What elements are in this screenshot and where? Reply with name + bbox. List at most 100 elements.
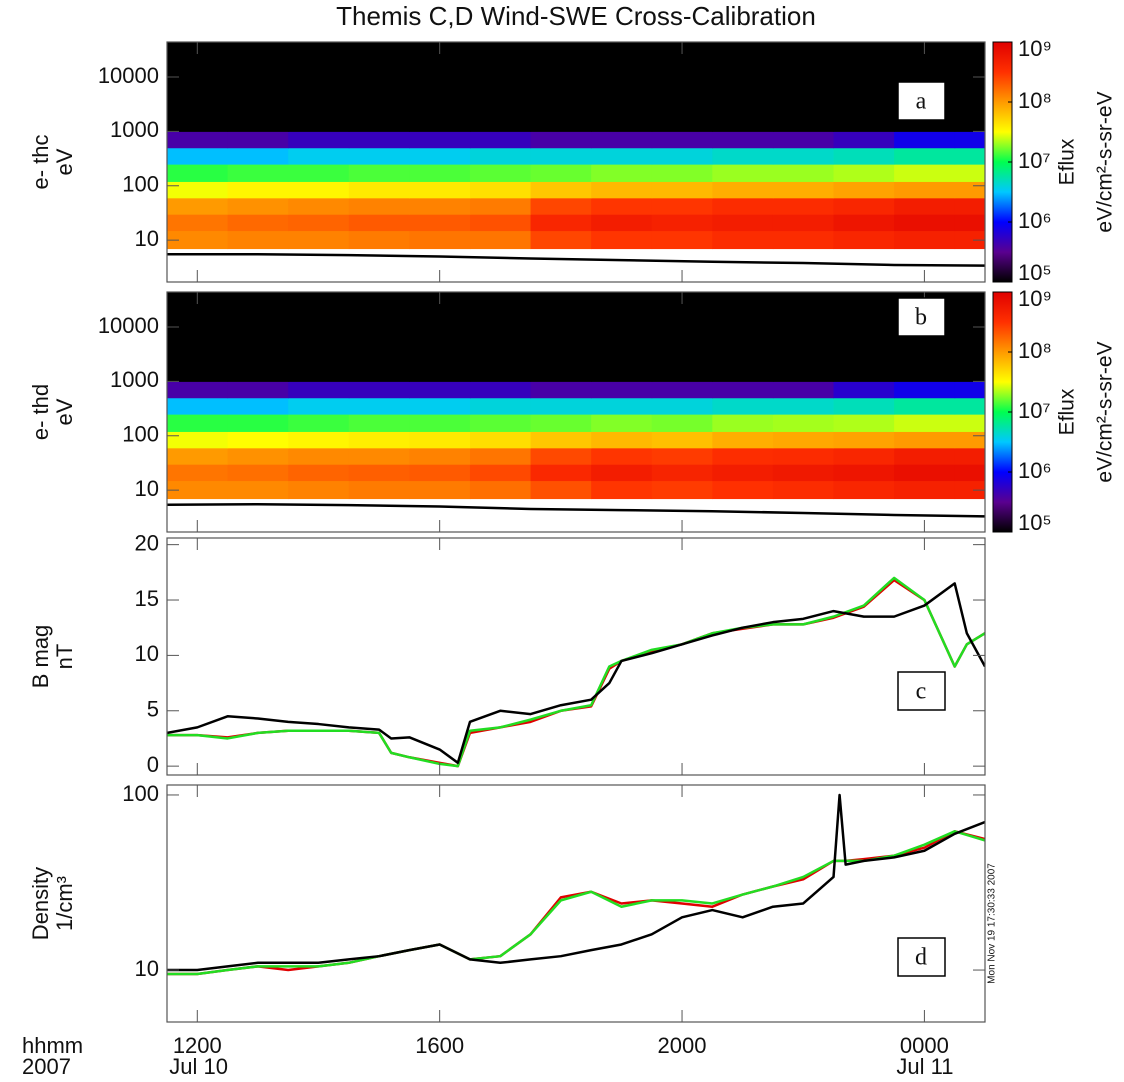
plot-frame xyxy=(166,291,986,533)
heatmap-cell xyxy=(469,464,532,482)
heatmap-cell xyxy=(651,431,713,449)
heatmap-cell xyxy=(591,414,653,432)
heatmap-cell xyxy=(954,197,985,215)
heatmap-cell xyxy=(409,397,471,415)
heatmap-cell xyxy=(227,431,289,449)
x-date-label: Jul 11 xyxy=(896,1054,953,1079)
heatmap-cell xyxy=(227,131,289,149)
heatmap-cell xyxy=(167,181,229,199)
y-axis-label: 1/cm³ xyxy=(52,876,77,931)
plot-frame xyxy=(166,784,986,1023)
heatmap-cell xyxy=(530,42,592,132)
heatmap-cell xyxy=(469,181,532,199)
colorbar-tick-label: 10⁵ xyxy=(1018,510,1052,535)
heatmap-cell xyxy=(167,131,229,149)
heatmap-cell xyxy=(772,414,835,432)
heatmap-cell xyxy=(288,381,350,399)
heatmap-cell xyxy=(591,197,653,215)
heatmap-cell xyxy=(227,480,289,500)
heatmap-cell xyxy=(591,480,653,500)
heatmap-cell xyxy=(651,292,713,382)
heatmap-cell xyxy=(833,147,895,165)
heatmap-cell xyxy=(409,447,471,465)
potential-line xyxy=(167,503,985,518)
heatmap-cell xyxy=(894,214,956,232)
colorbar-tick-label: 10⁵ xyxy=(1018,260,1052,285)
heatmap-cell xyxy=(167,464,229,482)
colorbar-tick-label: 10⁷ xyxy=(1018,148,1050,173)
heatmap-cell xyxy=(288,197,350,215)
heatmap-cell xyxy=(712,147,774,165)
heatmap-cell xyxy=(954,181,985,199)
heatmap-cell xyxy=(894,147,956,165)
heatmap-cell xyxy=(954,131,985,149)
heatmap-cell xyxy=(833,42,895,132)
heatmap-cell xyxy=(833,197,895,215)
heatmap-cell xyxy=(348,414,410,432)
y-axis-label: eV xyxy=(52,398,77,425)
heatmap-cell xyxy=(954,147,985,165)
heatmap-cell xyxy=(530,181,592,199)
heatmap-cell xyxy=(651,164,713,182)
heatmap-cell xyxy=(227,42,289,132)
heatmap-cell xyxy=(591,164,653,182)
heatmap-cell xyxy=(833,381,895,399)
heatmap-cell xyxy=(530,464,592,482)
heatmap-cell xyxy=(348,164,410,182)
heatmap-cell xyxy=(530,414,592,432)
heatmap-cell xyxy=(409,230,471,250)
heatmap-cell xyxy=(530,230,592,250)
heatmap-cell xyxy=(348,464,410,482)
heatmap-cell xyxy=(348,42,410,132)
heatmap-cell xyxy=(167,381,229,399)
panel-label: b xyxy=(915,305,927,331)
heatmap-cell xyxy=(167,397,229,415)
timestamp: Mon Nov 19 17:30:33 2007 xyxy=(987,863,998,984)
heatmap-cell xyxy=(833,397,895,415)
heatmap-cell xyxy=(894,164,956,182)
heatmap-cell xyxy=(227,197,289,215)
heatmap-cell xyxy=(591,42,653,132)
heatmap-cell xyxy=(348,480,410,500)
heatmap-cell xyxy=(409,464,471,482)
heatmap-cell xyxy=(409,131,471,149)
heatmap-cell xyxy=(651,464,713,482)
panel-label-box xyxy=(897,937,946,977)
heatmap-cell xyxy=(227,147,289,165)
heatmap-cell xyxy=(954,480,985,500)
y-axis-label: B mag xyxy=(28,625,53,689)
heatmap-cell xyxy=(288,230,350,250)
y-tick-label: 10 xyxy=(135,956,159,981)
heatmap-cell xyxy=(469,197,532,215)
heatmap-cell xyxy=(712,164,774,182)
x-axis-label: hhmm xyxy=(22,1033,83,1058)
heatmap-cell xyxy=(894,230,956,250)
heatmap-cell xyxy=(530,292,592,382)
heatmap-cell xyxy=(833,230,895,250)
heatmap-cell xyxy=(167,480,229,500)
panel-label: a xyxy=(916,89,927,115)
heatmap-cell xyxy=(712,414,774,432)
heatmap-cell xyxy=(591,397,653,415)
heatmap-cell xyxy=(651,214,713,232)
heatmap-cell xyxy=(651,197,713,215)
heatmap-cell xyxy=(591,464,653,482)
heatmap-cell xyxy=(288,214,350,232)
heatmap-cell xyxy=(894,197,956,215)
heatmap-cell xyxy=(954,381,985,399)
heatmap-cell xyxy=(954,414,985,432)
heatmap-cell xyxy=(469,164,532,182)
plot-area xyxy=(167,793,985,976)
heatmap-cell xyxy=(772,147,835,165)
heatmap-cell xyxy=(833,214,895,232)
heatmap-cell xyxy=(591,381,653,399)
heatmap-cell xyxy=(348,181,410,199)
y-tick-label: 100 xyxy=(122,781,159,806)
heatmap-cell xyxy=(651,414,713,432)
heatmap-cell xyxy=(348,214,410,232)
heatmap-cell xyxy=(167,292,229,382)
colorbar-units: eV/cm²-s-sr-eV xyxy=(1094,91,1117,232)
heatmap-cell xyxy=(894,447,956,465)
heatmap-cell xyxy=(227,464,289,482)
heatmap-cell xyxy=(469,397,532,415)
